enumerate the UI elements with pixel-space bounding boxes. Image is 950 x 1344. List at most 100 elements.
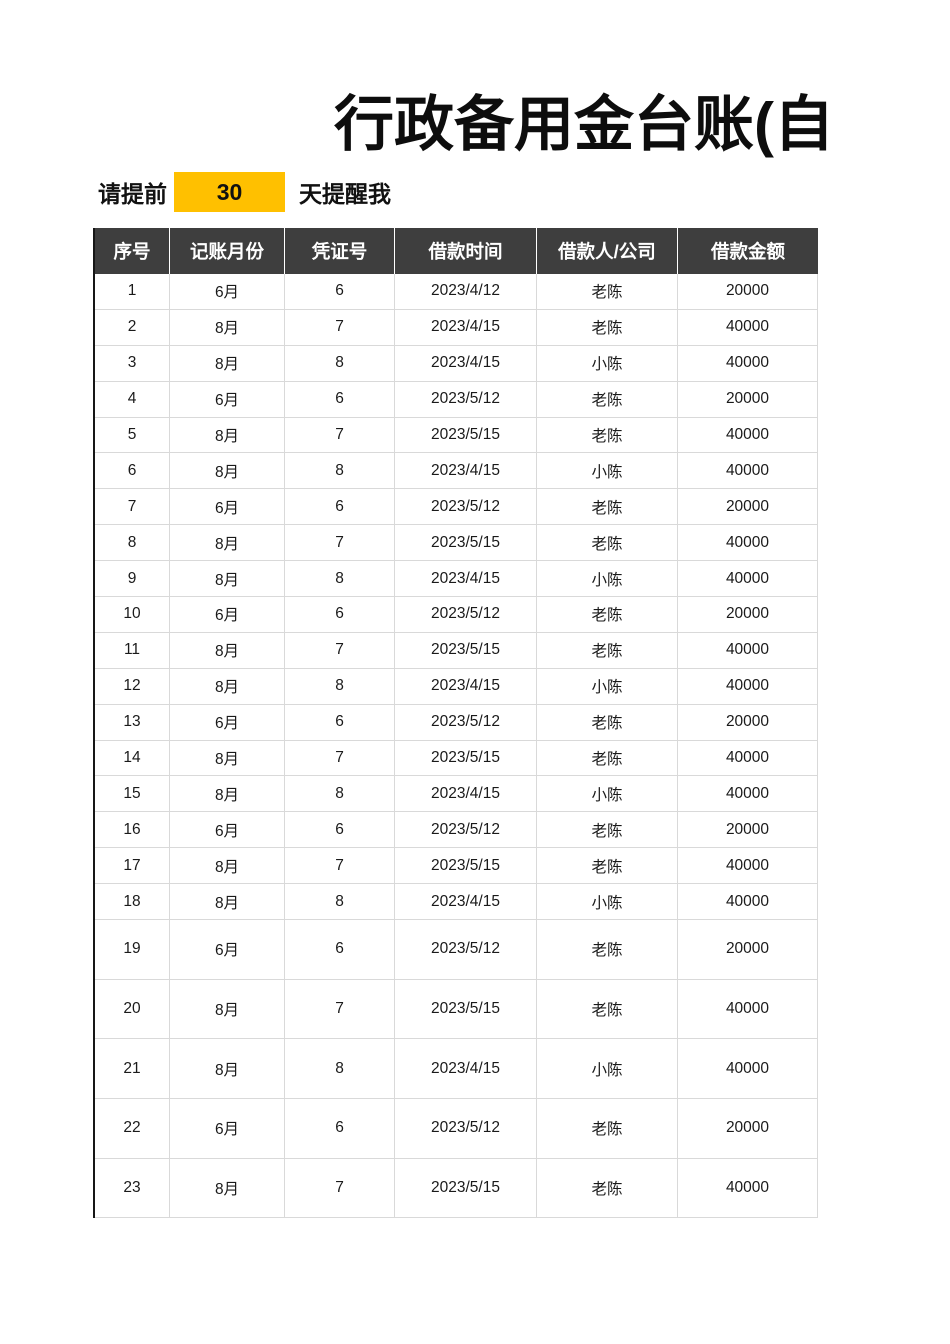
cell-month[interactable]: 8月 [170,561,285,598]
cell-serial[interactable]: 4 [95,381,170,418]
cell-voucher-no[interactable]: 8 [285,345,395,382]
cell-borrow-date[interactable]: 2023/5/15 [395,1158,537,1219]
cell-borrower[interactable]: 老陈 [537,417,678,454]
cell-amount[interactable]: 40000 [678,632,818,669]
cell-voucher-no[interactable]: 6 [285,920,395,980]
cell-borrow-date[interactable]: 2023/5/12 [395,1099,537,1159]
cell-month[interactable]: 6月 [170,1099,285,1159]
cell-voucher-no[interactable]: 8 [285,1039,395,1100]
cell-serial[interactable]: 5 [95,417,170,454]
cell-serial[interactable]: 2 [95,309,170,346]
cell-voucher-no[interactable]: 7 [285,417,395,454]
cell-voucher-no[interactable]: 8 [285,561,395,598]
column-header-borrower[interactable]: 借款人/公司 [537,228,678,274]
cell-amount[interactable]: 40000 [678,561,818,598]
cell-borrower[interactable]: 老陈 [537,309,678,346]
cell-month[interactable]: 8月 [170,884,285,921]
cell-borrow-date[interactable]: 2023/5/12 [395,489,537,526]
cell-month[interactable]: 6月 [170,920,285,980]
cell-borrow-date[interactable]: 2023/4/15 [395,1039,537,1100]
cell-borrower[interactable]: 老陈 [537,740,678,777]
cell-serial[interactable]: 6 [95,453,170,490]
cell-voucher-no[interactable]: 8 [285,776,395,813]
cell-borrow-date[interactable]: 2023/4/15 [395,776,537,813]
cell-amount[interactable]: 20000 [678,381,818,418]
cell-borrower[interactable]: 小陈 [537,1039,678,1100]
cell-amount[interactable]: 20000 [678,1099,818,1159]
cell-voucher-no[interactable]: 7 [285,632,395,669]
cell-borrow-date[interactable]: 2023/5/12 [395,812,537,849]
cell-borrower[interactable]: 小陈 [537,776,678,813]
cell-voucher-no[interactable]: 6 [285,597,395,633]
cell-amount[interactable]: 40000 [678,417,818,454]
cell-borrow-date[interactable]: 2023/5/12 [395,920,537,980]
cell-borrower[interactable]: 老陈 [537,1099,678,1159]
cell-month[interactable]: 8月 [170,776,285,813]
cell-amount[interactable]: 40000 [678,776,818,813]
cell-borrow-date[interactable]: 2023/4/15 [395,453,537,490]
reminder-days-field[interactable]: 30 [174,172,285,212]
cell-borrow-date[interactable]: 2023/5/15 [395,525,537,562]
cell-amount[interactable]: 20000 [678,597,818,633]
cell-borrow-date[interactable]: 2023/4/15 [395,884,537,921]
cell-amount[interactable]: 20000 [678,812,818,849]
cell-amount[interactable]: 40000 [678,979,818,1040]
cell-amount[interactable]: 20000 [678,274,818,310]
cell-voucher-no[interactable]: 7 [285,979,395,1040]
cell-amount[interactable]: 40000 [678,1158,818,1219]
cell-month[interactable]: 6月 [170,489,285,526]
cell-voucher-no[interactable]: 6 [285,489,395,526]
cell-amount[interactable]: 40000 [678,453,818,490]
cell-borrower[interactable]: 小陈 [537,561,678,598]
cell-borrow-date[interactable]: 2023/4/15 [395,668,537,705]
cell-serial[interactable]: 10 [95,597,170,633]
column-header-borrow-date[interactable]: 借款时间 [395,228,537,274]
cell-serial[interactable]: 12 [95,668,170,705]
cell-month[interactable]: 6月 [170,381,285,418]
cell-serial[interactable]: 13 [95,704,170,741]
cell-voucher-no[interactable]: 8 [285,453,395,490]
cell-borrower[interactable]: 老陈 [537,920,678,980]
cell-borrow-date[interactable]: 2023/4/12 [395,274,537,310]
cell-voucher-no[interactable]: 7 [285,309,395,346]
cell-borrow-date[interactable]: 2023/5/12 [395,381,537,418]
cell-voucher-no[interactable]: 6 [285,274,395,310]
cell-month[interactable]: 6月 [170,597,285,633]
cell-month[interactable]: 8月 [170,525,285,562]
cell-borrower[interactable]: 老陈 [537,1158,678,1219]
cell-month[interactable]: 8月 [170,309,285,346]
cell-borrow-date[interactable]: 2023/4/15 [395,345,537,382]
cell-month[interactable]: 8月 [170,453,285,490]
cell-amount[interactable]: 40000 [678,668,818,705]
cell-month[interactable]: 8月 [170,345,285,382]
cell-voucher-no[interactable]: 7 [285,740,395,777]
cell-borrower[interactable]: 老陈 [537,525,678,562]
cell-borrower[interactable]: 老陈 [537,704,678,741]
cell-serial[interactable]: 3 [95,345,170,382]
cell-serial[interactable]: 1 [95,274,170,310]
cell-borrower[interactable]: 老陈 [537,812,678,849]
column-header-voucher-no[interactable]: 凭证号 [285,228,395,274]
cell-serial[interactable]: 11 [95,632,170,669]
cell-month[interactable]: 6月 [170,274,285,310]
cell-borrower[interactable]: 老陈 [537,979,678,1040]
cell-voucher-no[interactable]: 7 [285,848,395,885]
cell-month[interactable]: 8月 [170,1158,285,1219]
cell-borrow-date[interactable]: 2023/5/15 [395,417,537,454]
cell-month[interactable]: 6月 [170,812,285,849]
column-header-month[interactable]: 记账月份 [170,228,285,274]
cell-borrower[interactable]: 小陈 [537,345,678,382]
cell-amount[interactable]: 40000 [678,884,818,921]
cell-voucher-no[interactable]: 8 [285,668,395,705]
cell-voucher-no[interactable]: 8 [285,884,395,921]
cell-serial[interactable]: 21 [95,1039,170,1100]
cell-borrower[interactable]: 老陈 [537,381,678,418]
cell-amount[interactable]: 20000 [678,704,818,741]
cell-serial[interactable]: 16 [95,812,170,849]
cell-serial[interactable]: 20 [95,979,170,1040]
cell-borrow-date[interactable]: 2023/5/15 [395,632,537,669]
column-header-amount[interactable]: 借款金额 [710,241,785,262]
cell-voucher-no[interactable]: 7 [285,1158,395,1219]
cell-month[interactable]: 8月 [170,740,285,777]
cell-serial[interactable]: 17 [95,848,170,885]
